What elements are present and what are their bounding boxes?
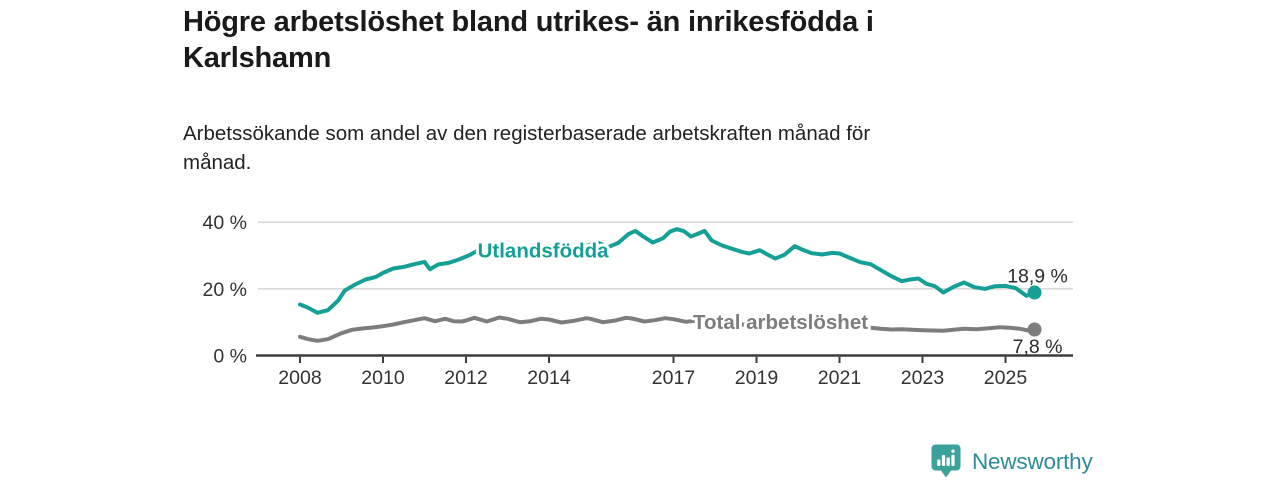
newsworthy-wordmark: Newsworthy — [972, 448, 1093, 474]
newsworthy-bubble-chart-icon — [931, 444, 961, 478]
newsworthy-logo: Newsworthy — [931, 443, 1093, 480]
series-line-utlandsfodda — [298, 227, 1037, 315]
chart-subtitle-line1: Arbetssökande som andel av den registerb… — [183, 122, 871, 145]
chart-title-line2: Karlshamn — [183, 42, 332, 74]
x-tick-label: 2012 — [444, 367, 487, 389]
chart-subtitle: Arbetssökande som andel av den registerb… — [183, 119, 1083, 177]
x-tick-label: 2023 — [901, 367, 944, 389]
x-tick-label: 2010 — [361, 367, 405, 389]
x-tick-label: 2021 — [818, 367, 861, 389]
x-tick-label: 2019 — [735, 367, 778, 389]
x-tick-label: 2014 — [527, 367, 571, 389]
chart-subtitle-line2: månad. — [183, 151, 252, 174]
x-tick-label: 2025 — [984, 367, 1028, 389]
series-label-utlandsfodda: Utlandsfödda — [478, 240, 610, 263]
x-tick-label: 2017 — [652, 367, 695, 389]
chart-title: Högre arbetslöshet bland utrikes- än inr… — [183, 4, 1083, 76]
end-value-label-total: 7,8 % — [1013, 336, 1063, 358]
y-tick-label: 40 % — [203, 212, 247, 234]
end-dot-utlandsfodda — [1027, 285, 1042, 300]
chart-title-line1: Högre arbetslöshet bland utrikes- än inr… — [183, 6, 874, 38]
x-tick-label: 2008 — [278, 367, 321, 389]
series-line-total — [298, 315, 1037, 343]
end-dot-total — [1027, 322, 1042, 337]
y-tick-label: 0 % — [213, 346, 247, 368]
y-tick-label: 20 % — [203, 279, 247, 301]
end-value-label-utlandsfodda: 18,9 % — [1007, 266, 1068, 288]
series-label-total: Total arbetslöshet — [693, 311, 868, 334]
